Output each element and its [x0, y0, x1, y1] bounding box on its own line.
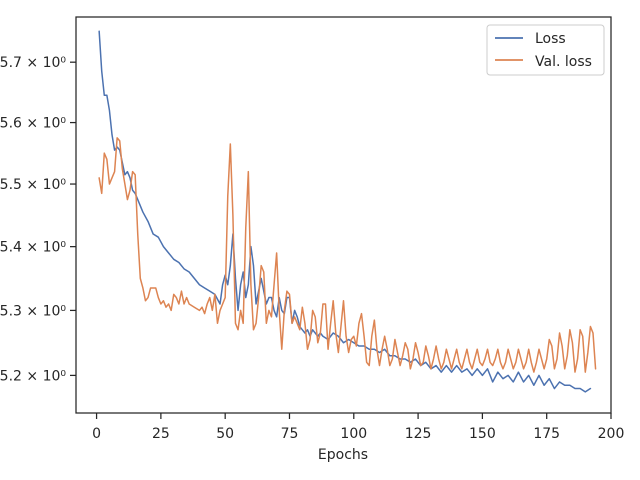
x-axis-label: Epochs: [318, 447, 368, 463]
legend-label-loss: Loss: [535, 31, 566, 47]
x-tick-label: 75: [281, 426, 299, 442]
x-tick-label: 100: [340, 426, 367, 442]
plot-frame: [75, 16, 612, 414]
x-tick-label: 0: [92, 426, 101, 442]
plot-background: [76, 17, 611, 413]
x-axis: 0 25 50 75 100 125 150 175 200: [92, 413, 624, 442]
x-tick-label: 50: [216, 426, 234, 442]
y-tick-label: 5.2 × 10⁰: [0, 368, 66, 384]
x-tick-label: 175: [533, 426, 560, 442]
x-tick-label: 150: [469, 426, 496, 442]
y-tick-label: 5.4 × 10⁰: [0, 240, 66, 256]
x-tick-label: 200: [598, 426, 625, 442]
plot-area: [75, 16, 612, 414]
x-tick-label: 125: [405, 426, 432, 442]
x-tick-label: 25: [152, 426, 170, 442]
series-line-val-loss: [98, 137, 597, 373]
y-tick-label: 5.3 × 10⁰: [0, 303, 66, 319]
y-tick-label: 5.6 × 10⁰: [0, 116, 66, 132]
y-axis: 5.2 × 10⁰ 5.3 × 10⁰ 5.4 × 10⁰ 5.5 × 10⁰ 5.6 …: [0, 55, 76, 384]
legend: Loss Val. loss: [486, 24, 605, 76]
series-layer: [98, 30, 597, 393]
series-line-loss: [98, 30, 592, 393]
y-tick-label: 5.7 × 10⁰: [0, 55, 66, 71]
y-tick-label: 5.5 × 10⁰: [0, 177, 66, 193]
legend-label-val-loss: Val. loss: [535, 54, 592, 70]
